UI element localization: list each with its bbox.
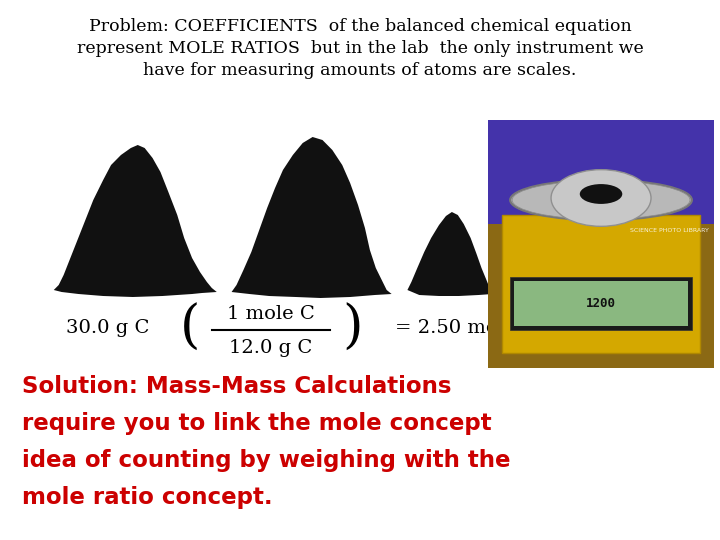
Polygon shape xyxy=(54,145,217,297)
Bar xyxy=(488,120,714,368)
Text: require you to link the mole concept: require you to link the mole concept xyxy=(22,412,492,435)
Text: 1200: 1200 xyxy=(586,297,616,310)
Text: 30.0 g C: 30.0 g C xyxy=(66,319,150,337)
Bar xyxy=(503,215,700,353)
Text: idea of counting by weighing with the: idea of counting by weighing with the xyxy=(22,449,510,472)
Text: mole ratio concept.: mole ratio concept. xyxy=(22,486,273,509)
Ellipse shape xyxy=(551,170,651,226)
Bar xyxy=(510,277,692,329)
Text: have for measuring amounts of atoms are scales.: have for measuring amounts of atoms are … xyxy=(143,62,577,79)
Text: Solution: Mass-Mass Calculations: Solution: Mass-Mass Calculations xyxy=(22,375,451,398)
Text: Problem: COEFFICIENTS  of the balanced chemical equation: Problem: COEFFICIENTS of the balanced ch… xyxy=(89,18,631,35)
Polygon shape xyxy=(232,137,392,298)
Ellipse shape xyxy=(580,184,622,204)
Bar xyxy=(514,281,688,326)
Text: ): ) xyxy=(342,302,362,354)
Text: 12.0 g C: 12.0 g C xyxy=(230,339,312,357)
Bar xyxy=(488,120,714,224)
Text: 1 mole C: 1 mole C xyxy=(228,305,315,323)
Ellipse shape xyxy=(510,180,692,220)
Bar xyxy=(597,207,605,219)
Polygon shape xyxy=(408,212,492,296)
Ellipse shape xyxy=(512,181,690,219)
Text: = 2.50 moles: = 2.50 moles xyxy=(395,319,525,337)
Text: (: ( xyxy=(180,302,200,354)
Text: represent MOLE RATIOS  but in the lab  the only instrument we: represent MOLE RATIOS but in the lab the… xyxy=(76,40,644,57)
Text: SCIENCE PHOTO LIBRARY: SCIENCE PHOTO LIBRARY xyxy=(630,228,708,233)
